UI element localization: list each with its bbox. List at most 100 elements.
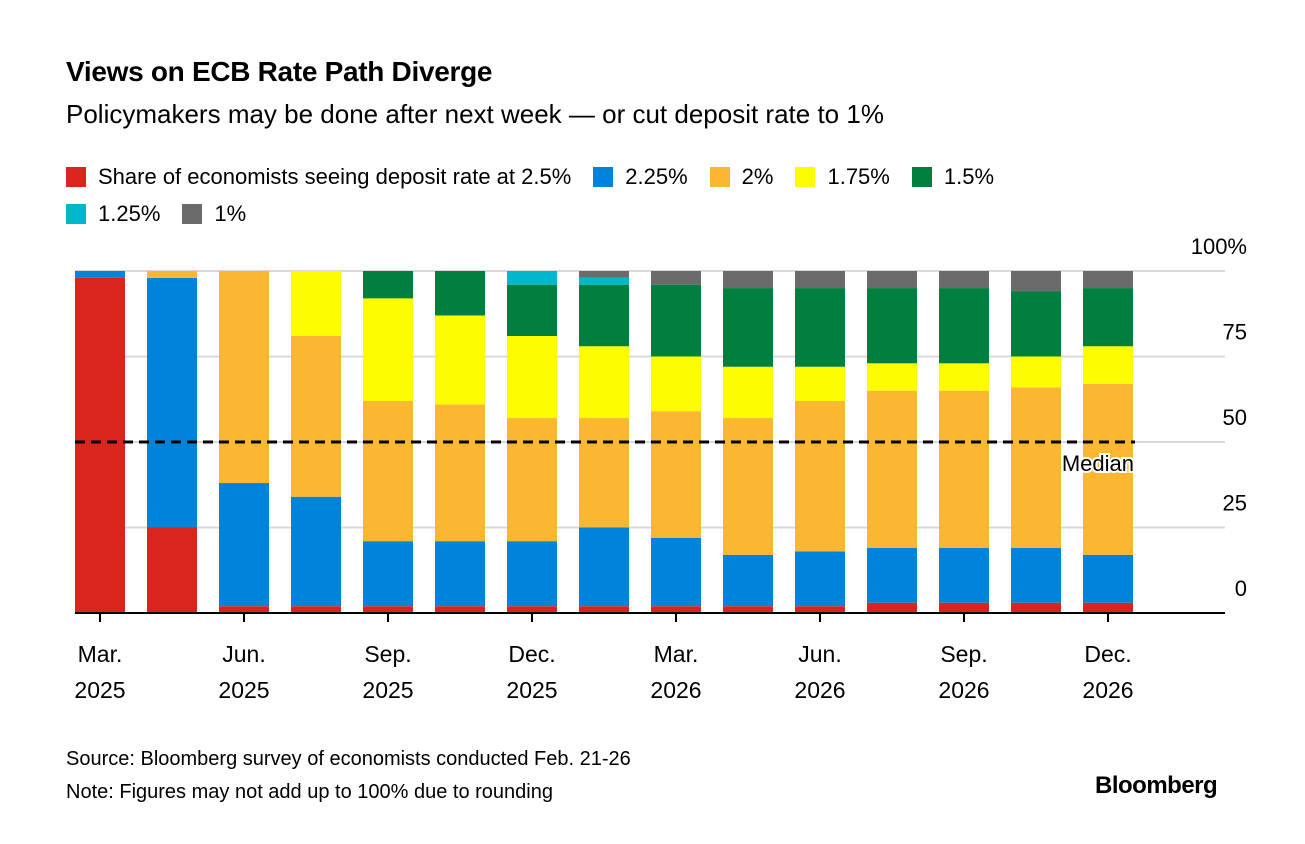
legend-label: 1% bbox=[214, 201, 247, 226]
legend-swatch bbox=[182, 204, 203, 224]
rounding-note: Note: Figures may not add up to 100% due… bbox=[66, 781, 553, 803]
y-tick-label: 50 bbox=[1223, 405, 1247, 430]
legend-item: 1.75% bbox=[795, 160, 890, 194]
bar-segment bbox=[795, 606, 845, 613]
bar-segment bbox=[579, 284, 629, 347]
x-tick-label: Sep. 2026 bbox=[938, 641, 989, 703]
legend-item: 2% bbox=[709, 160, 774, 194]
legend-swatch bbox=[709, 167, 730, 187]
bar-segment bbox=[1011, 291, 1061, 357]
bar-segment bbox=[651, 537, 701, 607]
bar-segment bbox=[291, 496, 341, 607]
y-tick-label: 25 bbox=[1223, 491, 1247, 516]
legend-item: 2.25% bbox=[593, 160, 688, 194]
bar-segment bbox=[867, 363, 917, 391]
bar-segment bbox=[219, 271, 269, 484]
bar-segment bbox=[651, 271, 701, 285]
bar-segment bbox=[939, 548, 989, 603]
bar-segment bbox=[363, 606, 413, 613]
bar-segment bbox=[507, 418, 557, 542]
bar-segment bbox=[291, 271, 341, 336]
bar-segment bbox=[219, 483, 269, 607]
bar-segment bbox=[1083, 288, 1133, 347]
bar-segment bbox=[1083, 346, 1133, 384]
bar-segment bbox=[795, 400, 845, 552]
bar-segment bbox=[795, 366, 845, 401]
x-tick-label: Dec. 2026 bbox=[1082, 641, 1133, 703]
legend-swatch bbox=[593, 167, 614, 187]
x-tick-label: Jun. 2025 bbox=[218, 641, 269, 703]
legend-item: Share of economists seeing deposit rate … bbox=[66, 160, 571, 194]
bar-segment bbox=[363, 271, 413, 299]
bar-segment bbox=[363, 400, 413, 542]
legend-label: 2% bbox=[741, 164, 774, 189]
bar-segment bbox=[795, 271, 845, 289]
bar-segment bbox=[1011, 356, 1061, 388]
bar-segment bbox=[219, 606, 269, 613]
bar-segment bbox=[435, 271, 485, 316]
bar-segment bbox=[939, 288, 989, 364]
bar-segment bbox=[867, 271, 917, 289]
bar-segment bbox=[147, 271, 197, 278]
bar-segment bbox=[1083, 271, 1133, 289]
median-label: Median bbox=[1062, 451, 1134, 476]
legend-item: 1.25% bbox=[66, 197, 160, 231]
bar-segment bbox=[507, 271, 557, 285]
bar-segment bbox=[795, 288, 845, 367]
bar-segment bbox=[435, 541, 485, 607]
bar-segment bbox=[723, 366, 773, 419]
bar-segment bbox=[939, 271, 989, 289]
bar-segment bbox=[723, 554, 773, 607]
bar-segment bbox=[75, 277, 125, 613]
bar-segment bbox=[579, 271, 629, 278]
bar-segment bbox=[291, 335, 341, 497]
bar-segment bbox=[507, 335, 557, 419]
bar-segment bbox=[363, 298, 413, 401]
bar-segment bbox=[1011, 387, 1061, 549]
bar-segment bbox=[435, 315, 485, 405]
legend-item: 1% bbox=[182, 197, 246, 231]
bar-segment bbox=[867, 288, 917, 364]
legend-label: 2.25% bbox=[625, 164, 688, 189]
bar-segment bbox=[939, 363, 989, 391]
x-tick-label: Sep. 2025 bbox=[362, 641, 413, 703]
legend-label: 1.75% bbox=[827, 164, 890, 189]
bar-segment bbox=[939, 602, 989, 613]
bar-segment bbox=[579, 418, 629, 528]
bar-segment bbox=[939, 390, 989, 549]
bar-segment bbox=[651, 284, 701, 357]
bar-segment bbox=[1083, 602, 1133, 613]
x-tick-label: Mar. 2025 bbox=[74, 641, 125, 703]
bar-segment bbox=[579, 277, 629, 285]
legend-swatch bbox=[795, 167, 816, 187]
bar-segment bbox=[723, 606, 773, 613]
bar-segment bbox=[1083, 554, 1133, 603]
x-tick-label: Dec. 2025 bbox=[506, 641, 557, 703]
chart-subtitle: Policymakers may be done after next week… bbox=[66, 99, 884, 129]
bar-segment bbox=[723, 418, 773, 555]
legend-label: 1.25% bbox=[98, 201, 161, 226]
bar-segment bbox=[1011, 602, 1061, 613]
legend: Share of economists seeing deposit rate … bbox=[66, 160, 1246, 234]
bar-segment bbox=[507, 606, 557, 613]
source-note: Source: Bloomberg survey of economists c… bbox=[66, 748, 631, 770]
legend-swatch bbox=[66, 167, 86, 187]
bar-segment bbox=[435, 606, 485, 613]
bar-segment bbox=[435, 404, 485, 542]
bar-segment bbox=[579, 346, 629, 419]
x-tick-label: Mar. 2026 bbox=[650, 641, 701, 703]
bar-segment bbox=[579, 606, 629, 613]
bar-segment bbox=[147, 277, 197, 528]
bar-segment bbox=[147, 527, 197, 613]
y-tick-label: 75 bbox=[1223, 320, 1247, 345]
bar-segment bbox=[867, 390, 917, 549]
bar-segment bbox=[1083, 383, 1133, 555]
legend-item: 1.5% bbox=[911, 160, 995, 194]
bar-segment bbox=[651, 606, 701, 613]
bar-segment bbox=[291, 606, 341, 613]
y-tick-label: 100% bbox=[1191, 234, 1247, 259]
x-tick-label: Jun. 2026 bbox=[794, 641, 845, 703]
legend-swatch bbox=[911, 167, 932, 187]
legend-label: 1.5% bbox=[943, 164, 995, 189]
